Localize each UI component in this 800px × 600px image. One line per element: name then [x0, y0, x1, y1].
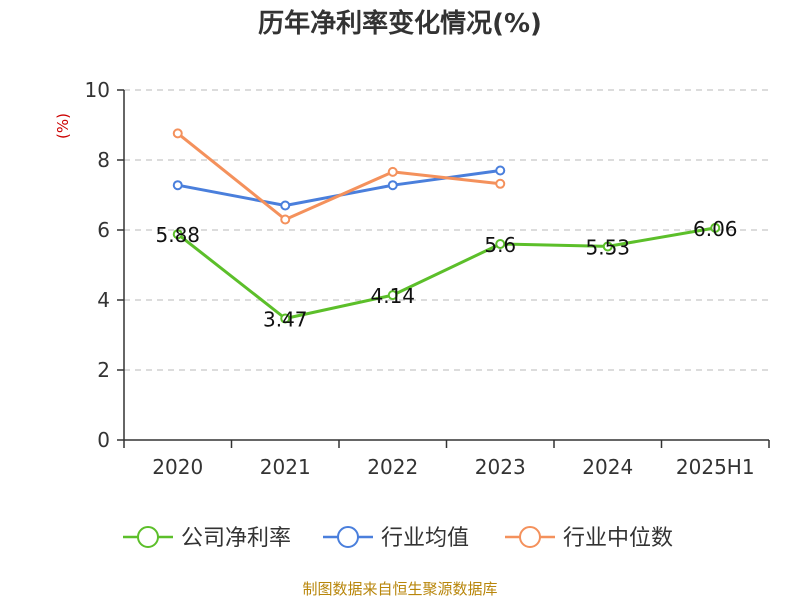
legend-label: 公司净利率 — [181, 526, 291, 551]
data-point — [172, 180, 183, 191]
data-point — [602, 241, 613, 252]
data-point — [280, 200, 291, 211]
legend-marker — [519, 526, 541, 548]
x-tick-label: 2025H1 — [676, 455, 755, 479]
series-line-2 — [176, 131, 502, 221]
data-label: 5.53 — [585, 235, 630, 259]
y-tick-label: 2 — [97, 358, 110, 382]
data-point — [495, 165, 506, 176]
y-tick-label: 10 — [85, 78, 110, 102]
x-tick-label: 2020 — [152, 455, 203, 479]
data-point — [280, 214, 291, 225]
data-label: 5.88 — [155, 223, 200, 247]
y-axis-unit-label: (%) — [54, 113, 72, 139]
y-tick-label: 0 — [97, 428, 110, 452]
x-tick-label: 2021 — [260, 455, 311, 479]
y-tick-label: 6 — [97, 218, 110, 242]
series-layer: 5.88 3.47 4.14 5.6 5.53 6.06 — [155, 128, 738, 332]
series-line-1 — [176, 169, 502, 207]
chart-title: 历年净利率变化情况(%) — [258, 8, 542, 39]
data-point — [280, 313, 291, 324]
data-point — [172, 229, 183, 240]
legend-label: 行业中位数 — [563, 526, 673, 551]
legend-marker — [137, 526, 159, 548]
data-point — [387, 180, 398, 191]
x-tick-label: 2022 — [367, 455, 418, 479]
legend-label: 行业均值 — [381, 526, 469, 551]
series-line-0 — [176, 226, 717, 320]
data-label: 6.06 — [693, 217, 738, 241]
axes: 0 2 4 6 8 10 2020 2021 2022 2023 2024 2025H1 — [85, 78, 770, 479]
data-label: 3.47 — [263, 308, 308, 332]
y-tick-label: 8 — [97, 148, 110, 172]
x-tick-label: 2024 — [582, 455, 633, 479]
data-label: 5.6 — [484, 233, 516, 257]
source-note: 制图数据来自恒生聚源数据库 — [302, 580, 497, 598]
data-point — [495, 178, 506, 189]
y-tick-label: 4 — [97, 288, 110, 312]
data-point — [172, 128, 183, 139]
data-label: 4.14 — [370, 284, 415, 308]
legend: 公司净利率 行业均值 行业中位数 — [123, 526, 673, 551]
data-point — [710, 222, 721, 233]
data-point — [387, 290, 398, 301]
data-point — [387, 166, 398, 177]
gridlines — [124, 89, 769, 371]
x-tick-label: 2023 — [475, 455, 526, 479]
data-point — [495, 239, 506, 249]
legend-marker — [337, 526, 359, 548]
